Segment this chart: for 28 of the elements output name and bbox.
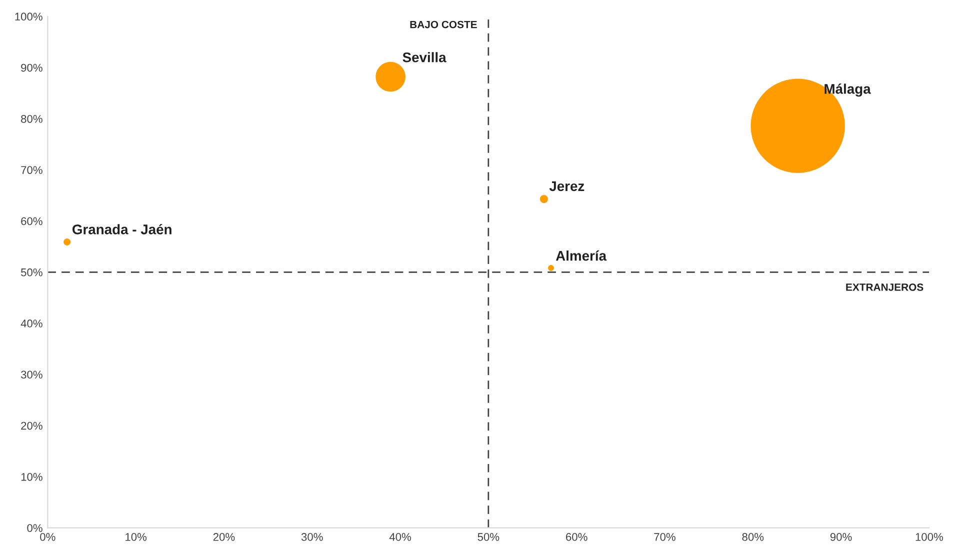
x-tick-label: 70% [654, 533, 676, 541]
ref-line-label: BAJO COSTE [410, 20, 477, 28]
y-tick-label: 10% [21, 472, 42, 481]
annotation: Sevilla [402, 52, 446, 62]
x-tick-label: 80% [742, 533, 764, 541]
y-tick-label: 0% [27, 524, 42, 532]
x-tick-label: 10% [126, 533, 147, 541]
ref-line-label: EXTRANJEROS [846, 284, 924, 291]
x-tick-label: 0% [40, 533, 56, 541]
y-tick-label: 30% [20, 370, 42, 379]
annotation: Jerez [549, 181, 584, 192]
y-tick-label: 80% [21, 114, 42, 123]
x-tick-label: 60% [566, 533, 588, 541]
y-tick-label: 90% [21, 64, 42, 72]
x-tick-label: 50% [478, 533, 500, 541]
y-tick-label: 20% [21, 422, 42, 430]
x-tick-label: 20% [213, 533, 235, 541]
x-tick-label: 30% [301, 533, 323, 541]
x-tick-label: 100% [916, 533, 943, 541]
x-tick-label: 40% [389, 533, 411, 541]
annotation: Granada - Jaén [72, 224, 172, 234]
y-tick-label: 40% [20, 320, 42, 328]
x-tick-label: 90% [830, 533, 852, 541]
annotation: Almería [556, 250, 607, 261]
y-tick-label: 50% [20, 268, 42, 276]
y-tick-label: 100% [15, 12, 42, 21]
y-tick-label: 60% [21, 217, 42, 226]
y-tick-label: 70% [21, 166, 42, 174]
